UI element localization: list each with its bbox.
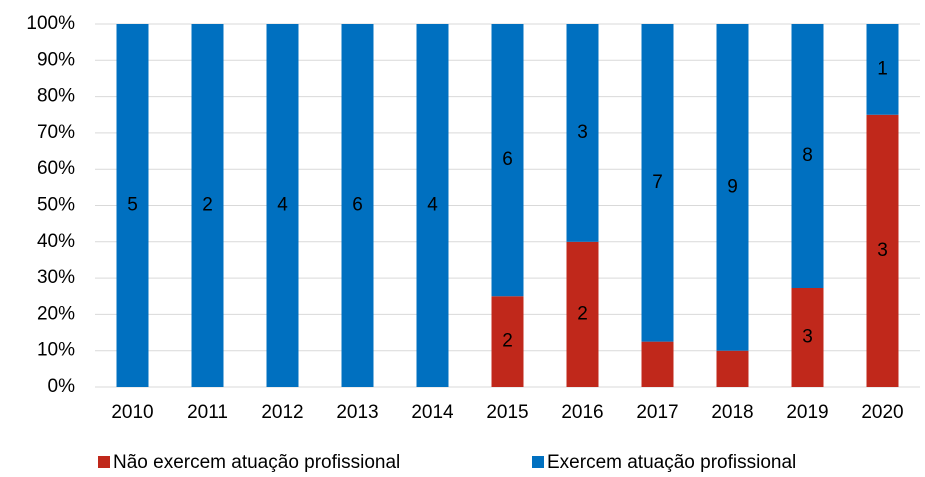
legend-label: Não exercem atuação profissional <box>113 452 400 473</box>
data-label: 4 <box>427 195 438 216</box>
data-label: 2 <box>502 331 513 352</box>
data-label: 7 <box>652 172 663 193</box>
x-tick-label: 2017 <box>636 402 678 423</box>
data-label: 5 <box>127 195 138 216</box>
bar-segment <box>116 24 149 387</box>
y-tick-label: 60% <box>37 158 75 179</box>
x-tick-label: 2012 <box>261 402 303 423</box>
bar-segment <box>491 24 524 297</box>
bar-segment <box>791 288 824 387</box>
legend-swatch <box>98 456 110 468</box>
data-label: 4 <box>277 195 288 216</box>
y-tick-label: 100% <box>26 13 75 34</box>
bar-segment <box>641 341 674 387</box>
y-tick-label: 10% <box>37 340 75 361</box>
x-tick-label: 2010 <box>111 402 153 423</box>
bar-segment <box>866 114 899 387</box>
y-tick-label: 20% <box>37 303 75 324</box>
bar-segment <box>266 24 299 387</box>
bar-segment <box>716 24 749 351</box>
data-label: 8 <box>802 145 813 166</box>
x-tick-label: 2016 <box>561 402 603 423</box>
bar-segment <box>716 350 749 387</box>
data-label: 6 <box>352 195 363 216</box>
y-tick-label: 50% <box>37 195 75 216</box>
bar-segment <box>566 24 599 242</box>
x-tick-label: 2015 <box>486 402 528 423</box>
legend-swatch <box>532 456 544 468</box>
data-label: 3 <box>877 240 888 261</box>
y-tick-label: 70% <box>37 122 75 143</box>
x-tick-label: 2014 <box>411 402 454 423</box>
y-tick-label: 40% <box>37 231 75 252</box>
data-label: 3 <box>802 327 813 348</box>
x-tick-label: 2011 <box>187 402 228 423</box>
bar-segment <box>866 24 899 115</box>
y-tick-label: 0% <box>48 376 76 397</box>
data-label: 6 <box>502 149 513 170</box>
data-label: 2 <box>577 303 588 324</box>
bar-segment <box>791 24 824 288</box>
y-tick-label: 90% <box>37 49 75 70</box>
x-tick-label: 2019 <box>786 402 828 423</box>
x-tick-label: 2018 <box>711 402 753 423</box>
bar-segment <box>416 24 449 387</box>
data-label: 1 <box>877 58 888 79</box>
x-tick-label: 2013 <box>336 402 378 423</box>
data-label: 3 <box>577 122 588 143</box>
bar-segment <box>641 24 674 342</box>
data-label: 2 <box>202 195 213 216</box>
y-tick-label: 80% <box>37 86 75 107</box>
data-label: 9 <box>727 176 738 197</box>
x-tick-label: 2020 <box>861 402 903 423</box>
bar-segment <box>566 241 599 387</box>
legend-label: Exercem atuação profissional <box>547 452 796 473</box>
bar-segment <box>341 24 374 387</box>
y-tick-label: 30% <box>37 267 75 288</box>
bar-segment <box>491 296 524 387</box>
bar-segment <box>191 24 224 387</box>
